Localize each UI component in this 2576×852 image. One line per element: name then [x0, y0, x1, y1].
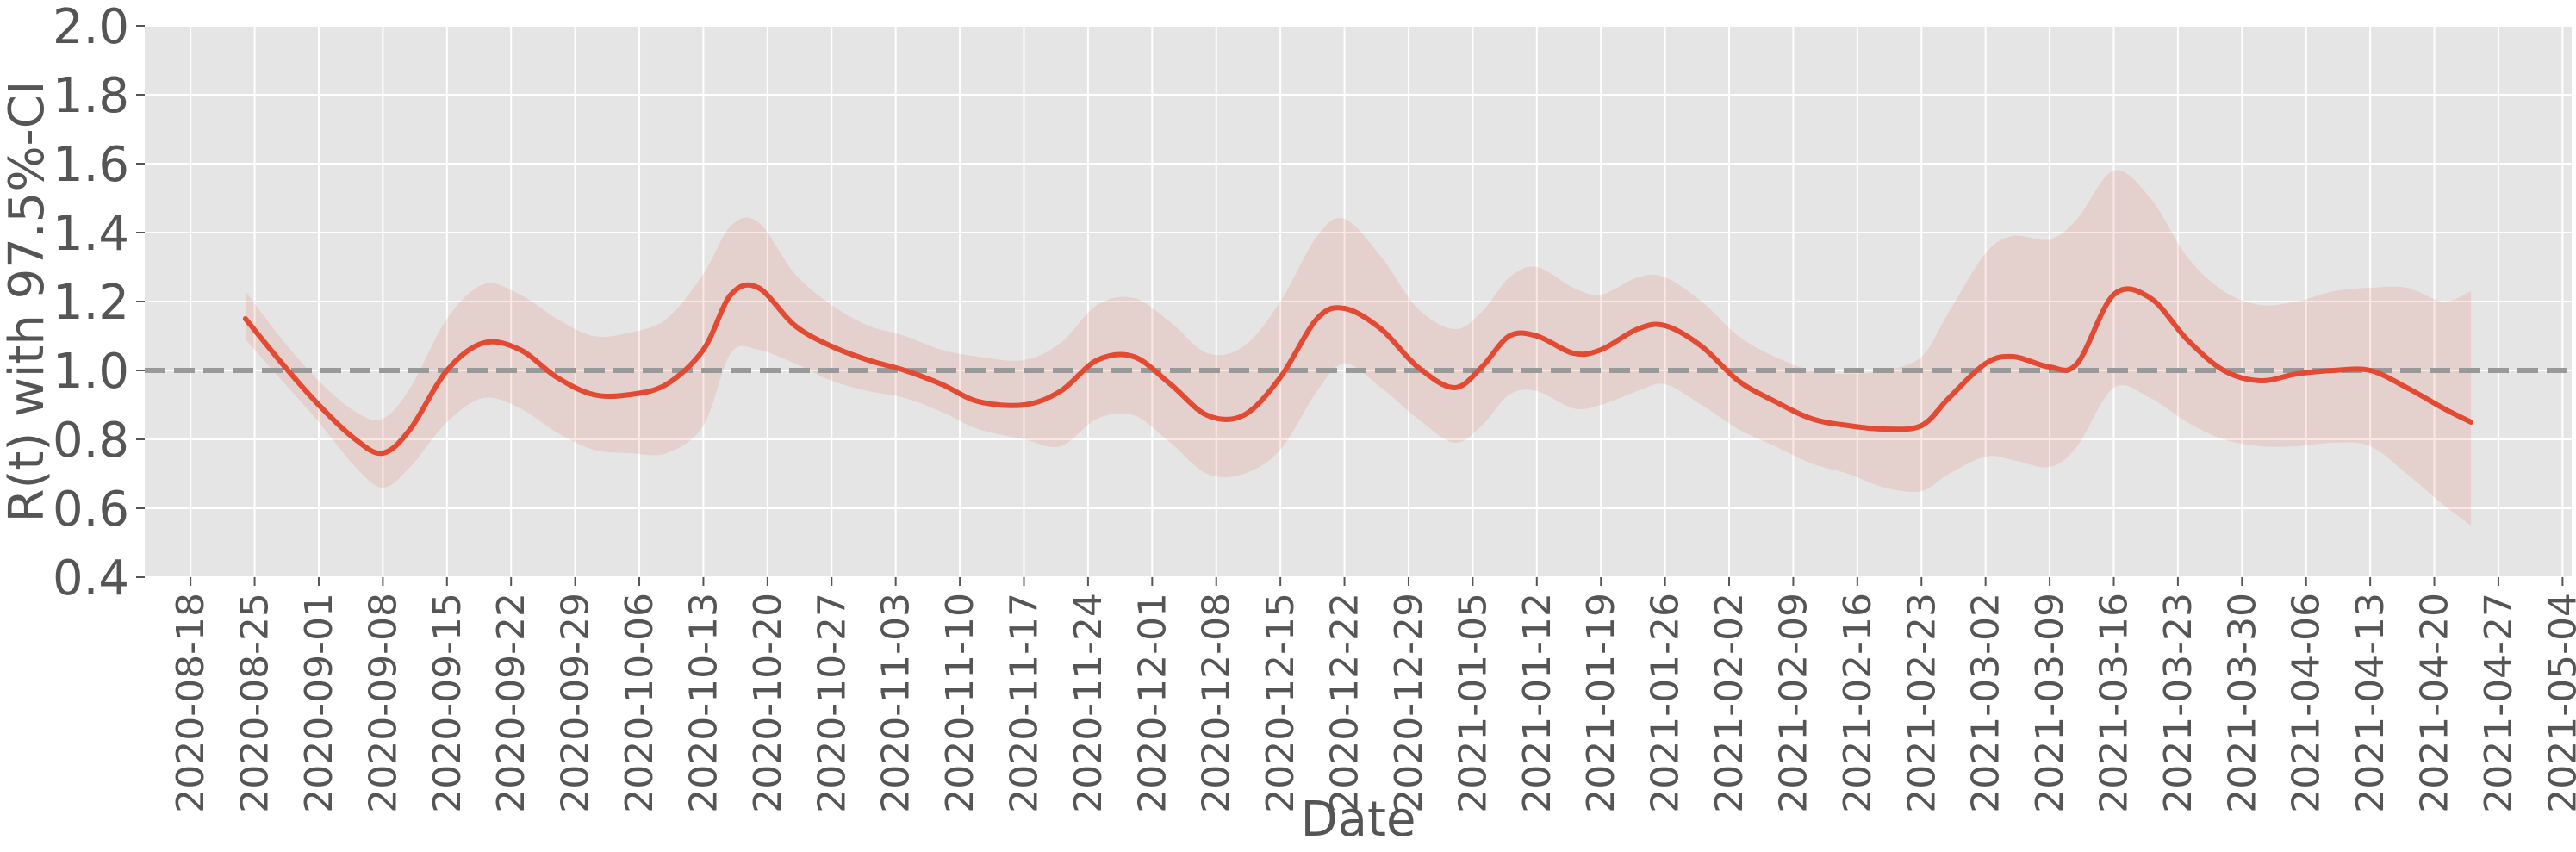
- x-tick-label: 2020-09-08: [361, 593, 405, 813]
- x-axis-label: Date: [1301, 792, 1416, 848]
- x-tick-label: 2021-01-26: [1644, 593, 1688, 813]
- x-tick-label: 2020-11-10: [938, 593, 982, 813]
- rt-series-line: [242, 282, 2474, 457]
- x-tick-label: 2021-02-02: [1708, 593, 1752, 813]
- x-tick-labels: 2020-08-18 2020-08-25 2020-09-01 2020-09-08…: [169, 593, 2576, 813]
- y-tick-label: 2.0: [53, 0, 129, 55]
- x-tick-label: 2020-12-01: [1130, 593, 1174, 813]
- x-tick-label: 2021-01-12: [1515, 593, 1559, 813]
- x-tick-label: 2021-03-23: [2156, 593, 2200, 813]
- y-tick-label: 1.2: [53, 275, 129, 331]
- y-tick-label: 0.4: [53, 550, 129, 606]
- x-tick-label: 2020-10-06: [618, 593, 662, 813]
- x-tick-label: 2020-11-03: [874, 593, 918, 813]
- x-tick-label: 2020-12-22: [1323, 593, 1367, 813]
- x-tick-label: 2021-02-09: [1771, 593, 1815, 813]
- x-tick-label: 2020-11-24: [1067, 593, 1111, 813]
- x-tick-label: 2021-04-06: [2285, 593, 2329, 813]
- y-tick-label: 1.0: [53, 344, 129, 400]
- x-tick-label: 2020-12-15: [1259, 593, 1303, 813]
- x-tick-label: 2020-09-22: [489, 593, 533, 813]
- y-tick-label: 0.6: [53, 482, 129, 538]
- y-tick-label: 0.8: [53, 413, 129, 469]
- x-tick-label: 2021-03-16: [2092, 593, 2136, 813]
- x-tick-label: 2021-02-23: [1900, 593, 1944, 813]
- x-tick-label: 2021-03-02: [1964, 593, 2008, 813]
- x-tick-label: 2021-04-20: [2413, 593, 2457, 813]
- x-tick-label: 2021-03-09: [2028, 593, 2072, 813]
- axis-ticks: [136, 25, 2564, 586]
- y-tick-label: 1.8: [53, 68, 129, 124]
- x-tick-label: 2020-08-25: [233, 593, 277, 813]
- x-tick-label: 2020-10-27: [810, 593, 854, 813]
- x-tick-label: 2021-01-19: [1579, 593, 1623, 813]
- x-tick-label: 2020-11-17: [1002, 593, 1046, 813]
- x-tick-label: 2020-09-01: [297, 593, 341, 813]
- x-tick-label: 2020-12-29: [1387, 593, 1431, 813]
- x-tick-label: 2020-10-20: [746, 593, 790, 813]
- grid-lines: [145, 25, 2572, 578]
- x-tick-label: 2021-04-27: [2477, 593, 2521, 813]
- x-tick-label: 2021-05-04: [2541, 593, 2576, 813]
- x-tick-label: 2021-02-16: [1836, 593, 1880, 813]
- y-axis-label: R(t) with 97.5%-CI: [0, 81, 55, 523]
- confidence-interval-band: [245, 170, 2472, 526]
- x-tick-label: 2020-09-15: [426, 593, 470, 813]
- x-tick-label: 2020-09-29: [554, 593, 598, 813]
- x-tick-label: 2021-03-30: [2220, 593, 2264, 813]
- x-tick-label: 2021-01-05: [1451, 593, 1495, 813]
- y-tick-labels: 0.4 0.6 0.8 1.0 1.2 1.4 1.6 1.8 2.0: [53, 0, 129, 606]
- y-tick-label: 1.4: [53, 206, 129, 262]
- x-tick-label: 2021-04-13: [2349, 593, 2392, 813]
- y-tick-label: 1.6: [53, 137, 129, 193]
- x-tick-label: 2020-12-08: [1195, 593, 1239, 813]
- x-tick-label: 2020-10-13: [681, 593, 725, 813]
- x-tick-label: 2020-08-18: [169, 593, 213, 813]
